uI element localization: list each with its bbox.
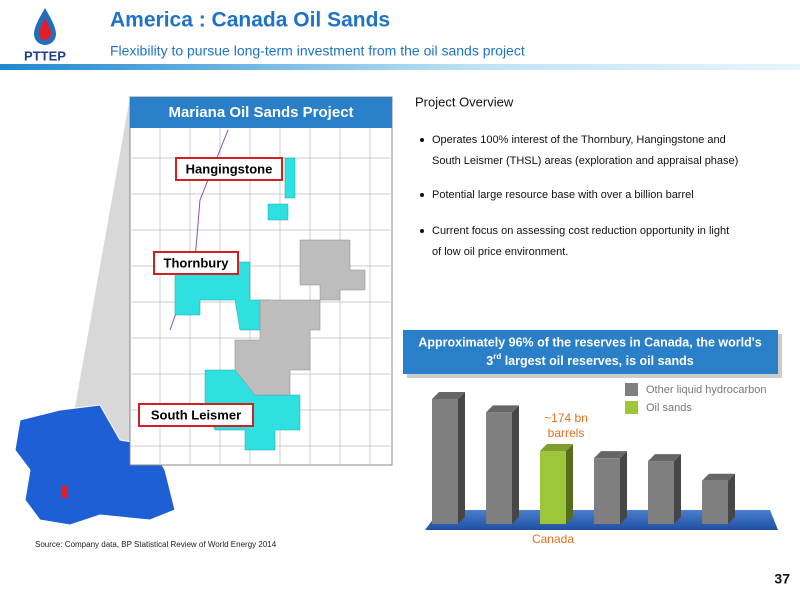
callout-box xyxy=(403,330,778,374)
bullet-text: of low oil price environment. xyxy=(432,246,568,258)
project-location xyxy=(62,486,68,498)
legend-swatch xyxy=(625,401,638,414)
page-number: 37 xyxy=(774,571,790,587)
bullet-list: Operates 100% interest of the Thornbury,… xyxy=(420,134,738,258)
canada-map xyxy=(14,404,176,526)
bar xyxy=(540,451,566,524)
bar-top xyxy=(594,451,627,459)
legend-label: Other liquid hydrocarbon xyxy=(646,384,766,396)
bullet-text: South Leismer (THSL) areas (exploration … xyxy=(432,155,738,167)
bullet-text: Potential large resource base with over … xyxy=(432,189,694,201)
map-title: Mariana Oil Sands Project xyxy=(168,104,353,121)
bar xyxy=(702,480,728,524)
callout-text: largest oil reserves, is oil sands xyxy=(501,354,694,368)
bar-top xyxy=(702,473,735,481)
annotation: barrels xyxy=(548,426,585,440)
label-box xyxy=(175,157,283,181)
bar-top xyxy=(648,454,681,462)
map-title-bar xyxy=(130,97,392,128)
label-box xyxy=(138,403,254,427)
bar-top xyxy=(540,444,573,452)
bar xyxy=(432,399,458,524)
legend-swatch xyxy=(625,383,638,396)
callout-superscript: rd xyxy=(493,352,501,361)
bar xyxy=(648,461,674,524)
zoom-funnel xyxy=(60,97,130,492)
bullet-text: Operates 100% interest of the Thornbury,… xyxy=(432,134,726,146)
source-note: Source: Company data, BP Statistical Rev… xyxy=(35,540,277,549)
bar-side xyxy=(728,473,735,524)
map-label: South Leismer xyxy=(151,407,241,422)
map-label: Hangingstone xyxy=(186,161,273,176)
bullet-dot xyxy=(420,138,424,142)
bar-side xyxy=(458,392,465,524)
bar xyxy=(594,458,620,524)
slide-title: America : Canada Oil Sands xyxy=(110,9,390,32)
logo: PTTEP xyxy=(24,8,66,63)
bar-top xyxy=(432,392,465,399)
slide-subtitle: Flexibility to pursue long-term investme… xyxy=(110,43,525,59)
bar-side xyxy=(566,444,573,524)
bullet-text: Current focus on assessing cost reductio… xyxy=(432,225,729,237)
bullet-dot xyxy=(420,193,424,197)
x-tick-label: Canada xyxy=(532,532,574,546)
map-label: Thornbury xyxy=(164,255,230,270)
bar-side xyxy=(512,405,519,524)
header-band xyxy=(0,64,800,70)
bar-side xyxy=(620,451,627,524)
label-box xyxy=(153,251,239,275)
bullet-dot xyxy=(420,229,424,233)
callout-text: 3rd largest oil reserves, is oil sands xyxy=(486,352,693,368)
project-map: Mariana Oil Sands Project Hangingstone T… xyxy=(129,96,393,466)
legend-label: Oil sands xyxy=(646,402,692,414)
bar-side xyxy=(674,454,681,524)
callout-text: 3 xyxy=(486,354,493,368)
annotation: ~174 bn xyxy=(544,411,588,425)
overview-title: Project Overview xyxy=(415,94,514,109)
other-leases xyxy=(234,239,366,396)
logo-text: PTTEP xyxy=(24,48,66,63)
bar xyxy=(486,412,512,524)
callout-text: Approximately 96% of the reserves in Can… xyxy=(418,335,761,349)
bar-top xyxy=(486,405,519,413)
